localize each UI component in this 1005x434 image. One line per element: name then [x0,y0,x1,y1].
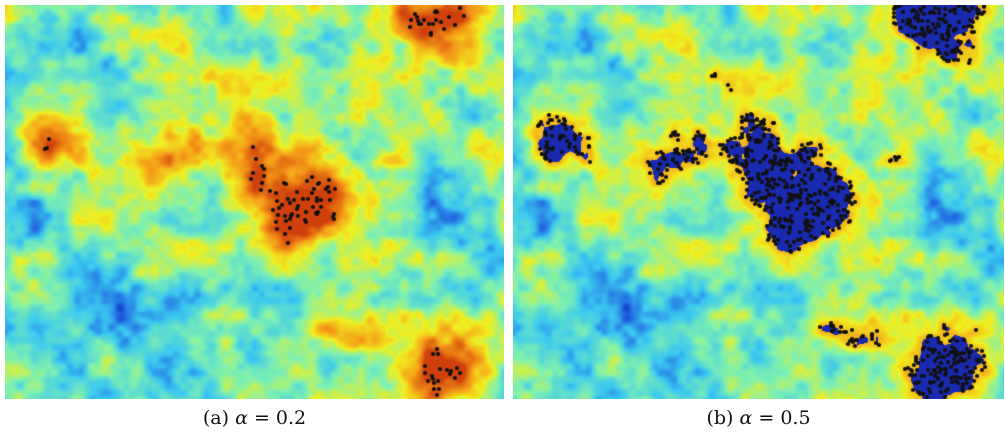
heatmap-panel-b [513,5,1004,399]
caption-b-value: = 0.5 [752,407,811,429]
heatmap-image-a [5,5,504,399]
caption-a: (a) α = 0.2 [5,406,504,430]
heatmap-image-b [513,5,1004,399]
caption-a-value: = 0.2 [247,407,307,429]
caption-a-tag: (a) [202,407,230,429]
caption-b-symbol: α [739,407,753,429]
caption-a-symbol: α [235,407,248,429]
caption-b: (b) α = 0.5 [513,406,1004,430]
caption-b-tag: (b) [706,407,734,429]
heatmap-panel-a [5,5,504,399]
